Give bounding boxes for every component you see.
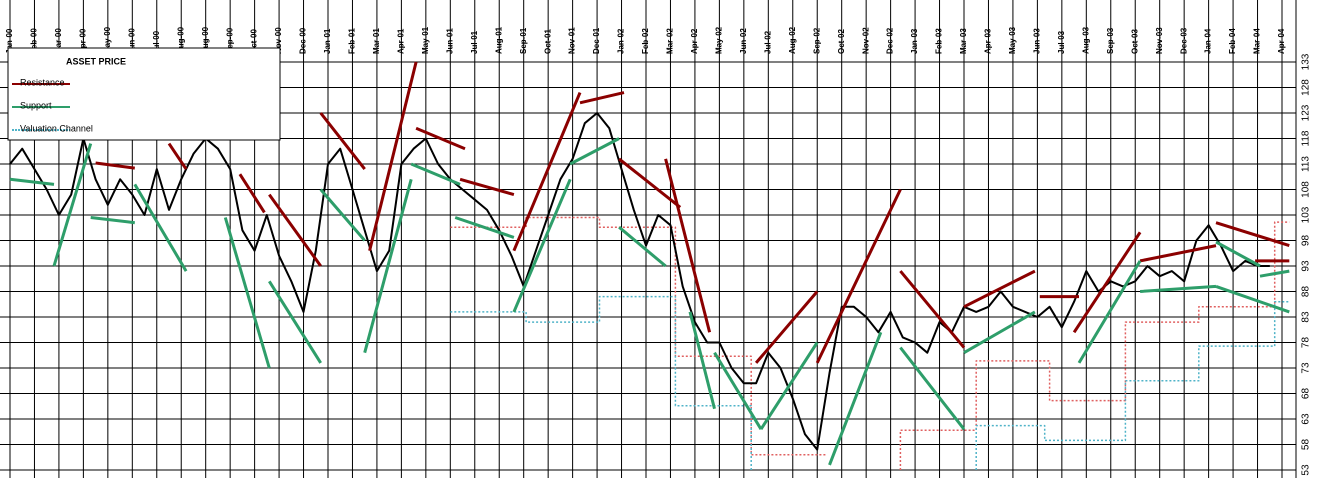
x-tick-label: Jul-02 <box>763 30 772 54</box>
x-tick-label: Jan-04 <box>1204 28 1213 54</box>
legend-box <box>7 47 281 141</box>
x-tick-label: Jan-03 <box>910 28 919 54</box>
y-tick-label: 78 <box>1301 337 1312 349</box>
x-tick-label: May-03 <box>1008 26 1017 54</box>
x-tick-label: Apr-04 <box>1277 28 1286 54</box>
x-tick-label: Jan-01 <box>323 28 332 54</box>
x-tick-label: Jun-01 <box>445 28 454 54</box>
x-tick-label: Aug-00 <box>176 26 185 54</box>
y-tick-label: 68 <box>1301 388 1312 400</box>
x-tick-label: Sep-02 <box>812 27 821 54</box>
x-tick-label: Nov-03 <box>1155 27 1164 54</box>
x-tick-label: Nov-00 <box>274 27 283 54</box>
x-tick-label: Jul-01 <box>470 30 479 54</box>
channel-line <box>450 295 1290 470</box>
y-tick-label: 58 <box>1301 439 1312 451</box>
y-tick-label: 63 <box>1301 413 1312 425</box>
x-tick-label: Oct-02 <box>837 29 846 54</box>
y-tick-label: 73 <box>1301 362 1312 374</box>
x-tick-label: Dec-01 <box>592 27 601 54</box>
y-tick-label: 113 <box>1301 156 1312 172</box>
y-tick-label: 108 <box>1301 181 1312 198</box>
x-tick-label: Aug-00 <box>201 26 210 54</box>
x-tick-label: Mar-03 <box>959 28 968 54</box>
x-tick-label: Oct-00 <box>250 29 259 54</box>
x-tick-label: Feb-04 <box>1228 28 1237 54</box>
x-tick-label: Jun-00 <box>127 28 136 54</box>
legend-label: Valuation Channel <box>20 123 93 133</box>
x-tick-label: Jun-02 <box>739 28 748 54</box>
x-tick-label: Nov-01 <box>568 27 577 54</box>
x-tick-label: Mar-00 <box>54 28 63 54</box>
x-tick-label: Jan-02 <box>617 28 626 54</box>
x-tick-label: Dec-00 <box>299 27 308 54</box>
y-tick-label: 128 <box>1301 79 1312 96</box>
x-tick-label: Feb-03 <box>935 28 944 54</box>
x-tick-label: Nov-02 <box>861 27 870 54</box>
resistance-line <box>95 61 1290 364</box>
x-tick-label: Oct-01 <box>543 29 552 54</box>
x-tick-label: Apr-01 <box>396 28 405 54</box>
support-line <box>9 137 1290 466</box>
x-tick-label: May-00 <box>103 26 112 54</box>
y-tick-label: 88 <box>1301 286 1312 298</box>
y-tick-label: 133 <box>1301 53 1312 70</box>
x-tick-label: Feb-00 <box>30 28 39 54</box>
x-tick-label: Mar-02 <box>666 28 675 54</box>
y-tick-label: 53 <box>1301 464 1312 476</box>
x-tick-label: Jun-03 <box>1032 28 1041 54</box>
x-tick-label: Aug-02 <box>788 26 797 54</box>
x-tick-label: Apr-03 <box>984 28 993 54</box>
legend-label: Support <box>20 100 52 110</box>
x-tick-label: Feb-01 <box>348 28 357 54</box>
price-line <box>9 112 1270 451</box>
x-tick-label: Aug-01 <box>494 26 503 54</box>
x-tick-label: Mar-04 <box>1253 28 1262 54</box>
x-tick-label: Apr-02 <box>690 28 699 54</box>
y-tick-label: 103 <box>1301 206 1312 223</box>
x-tick-label: Jul-00 <box>152 30 161 54</box>
x-tick-label: Dec-02 <box>886 27 895 54</box>
y-tick-label: 118 <box>1301 130 1312 146</box>
x-tick-label: Feb-02 <box>641 28 650 54</box>
x-tick-label: May-01 <box>421 26 430 54</box>
x-tick-label: May-02 <box>714 26 723 54</box>
x-tick-label: Jul-03 <box>1057 30 1066 54</box>
x-tick-label: Jan-00 <box>5 28 14 54</box>
x-tick-label: Mar-01 <box>372 28 381 54</box>
y-tick-label: 123 <box>1301 104 1312 121</box>
x-tick-label: Dec-03 <box>1179 27 1188 54</box>
y-tick-label: 83 <box>1301 311 1312 323</box>
x-tick-label: Apr-00 <box>78 28 87 54</box>
legend-title: ASSET PRICE <box>66 56 126 66</box>
y-tick-label: 98 <box>1301 235 1312 247</box>
x-tick-label: Oct-03 <box>1130 29 1139 54</box>
legend-label: Resistance <box>20 77 65 87</box>
x-tick-label: Aug-03 <box>1081 26 1090 54</box>
y-tick-label: 93 <box>1301 260 1312 272</box>
x-tick-label: Sep-01 <box>519 27 528 54</box>
x-tick-label: Sep-03 <box>1106 27 1115 54</box>
x-tick-label: Sep-00 <box>225 27 234 54</box>
